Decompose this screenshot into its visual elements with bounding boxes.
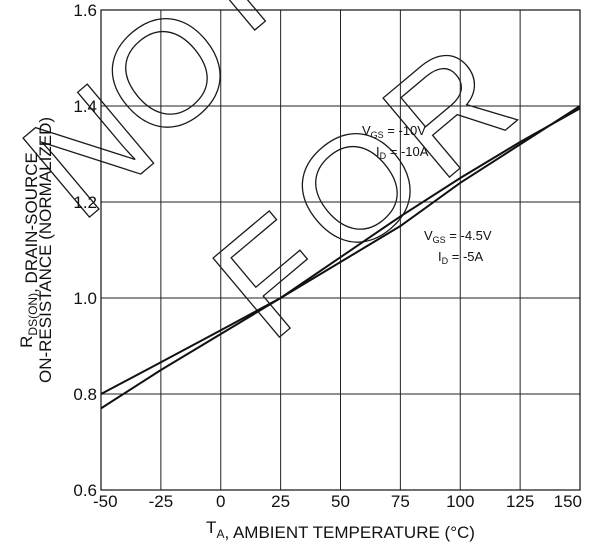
x-tick-label: -25 [149,492,174,511]
y-tick-label: 0.6 [73,481,97,500]
tick-labels: -50 -25 0 25 50 75 100 125 150 0.6 0.8 1.0 1.2 1.4 1.6 [73,1,582,511]
series-line-1 [100,105,581,395]
x-tick-label: 25 [271,492,290,511]
y-tick-label: 0.8 [73,385,97,404]
x-axis-label: TA, AMBIENT TEMPERATURE (°C) [206,518,475,542]
y-tick-label: 1.6 [73,1,97,20]
watermark: N O T F O R [0,0,544,370]
series-line-2 [100,107,581,410]
x-tick-label: 150 [554,492,582,511]
series-1-id-label: ID = -10A [376,144,429,161]
series-2-id-label: ID = -5A [438,249,483,266]
x-tick-label: 100 [446,492,474,511]
series [100,105,581,410]
y-tick-label: 1.4 [73,97,97,116]
grid [100,9,581,491]
y-tick-label: 1.0 [73,289,97,308]
y-axis-label-line-2: ON-RESISTANCE (NORMALIZED) [36,117,55,383]
x-tick-label: 125 [506,492,534,511]
x-tick-label: 75 [391,492,410,511]
x-tick-label: 0 [216,492,225,511]
y-tick-label: 1.2 [73,193,97,212]
x-tick-label: 50 [331,492,350,511]
plot-frame [100,9,581,491]
x-tick-label: -50 [93,492,118,511]
